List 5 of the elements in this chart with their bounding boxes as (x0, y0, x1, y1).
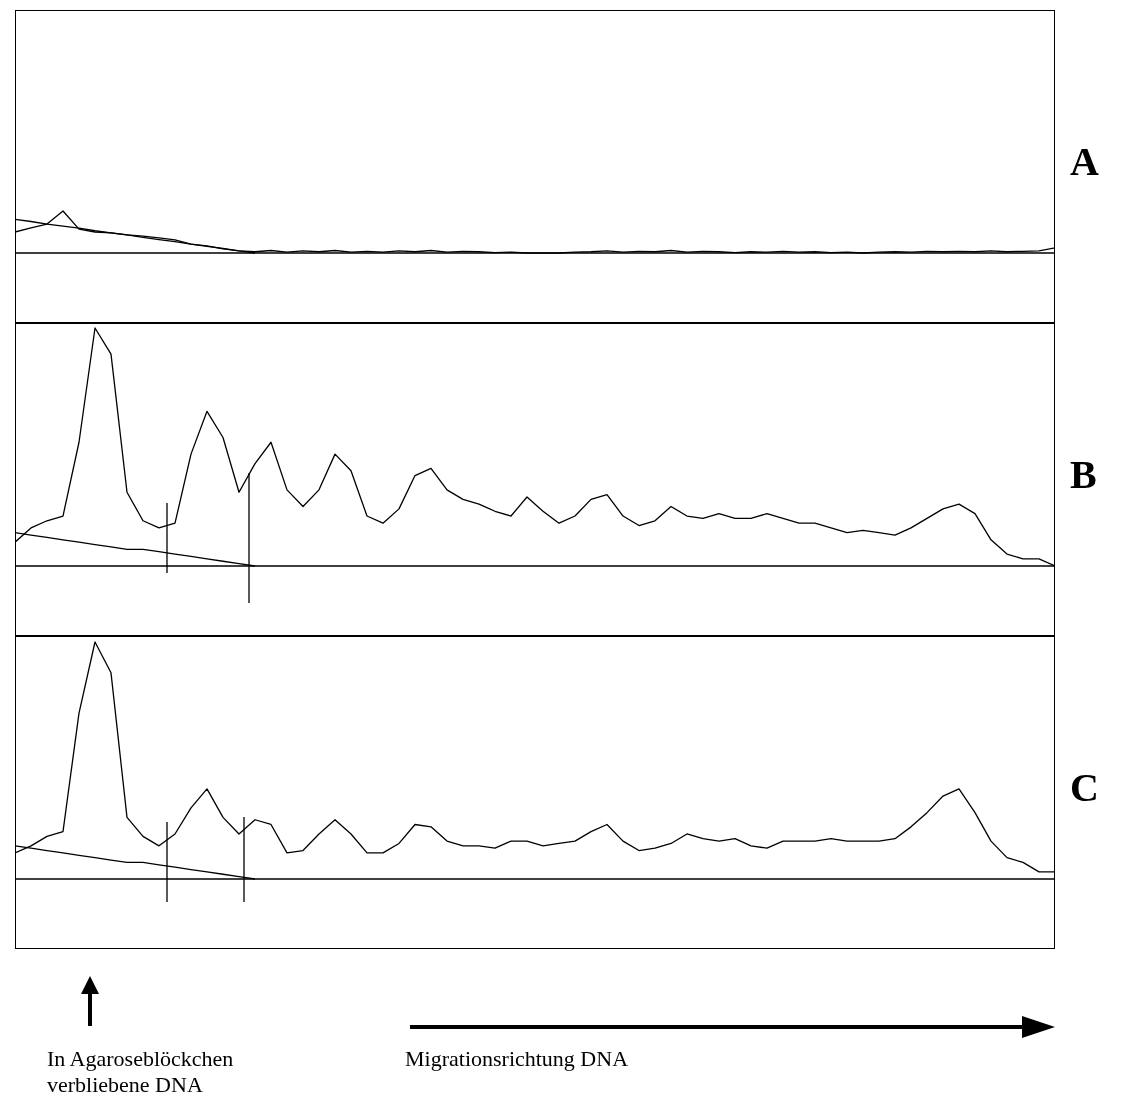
text: Migrationsrichtung DNA (405, 1046, 630, 1072)
chart-title: A (1070, 138, 1099, 185)
text: In Agaroseblöckchen verbliebene DNA (47, 1046, 235, 1098)
text: C (1070, 764, 1099, 811)
text: B (1070, 451, 1097, 498)
